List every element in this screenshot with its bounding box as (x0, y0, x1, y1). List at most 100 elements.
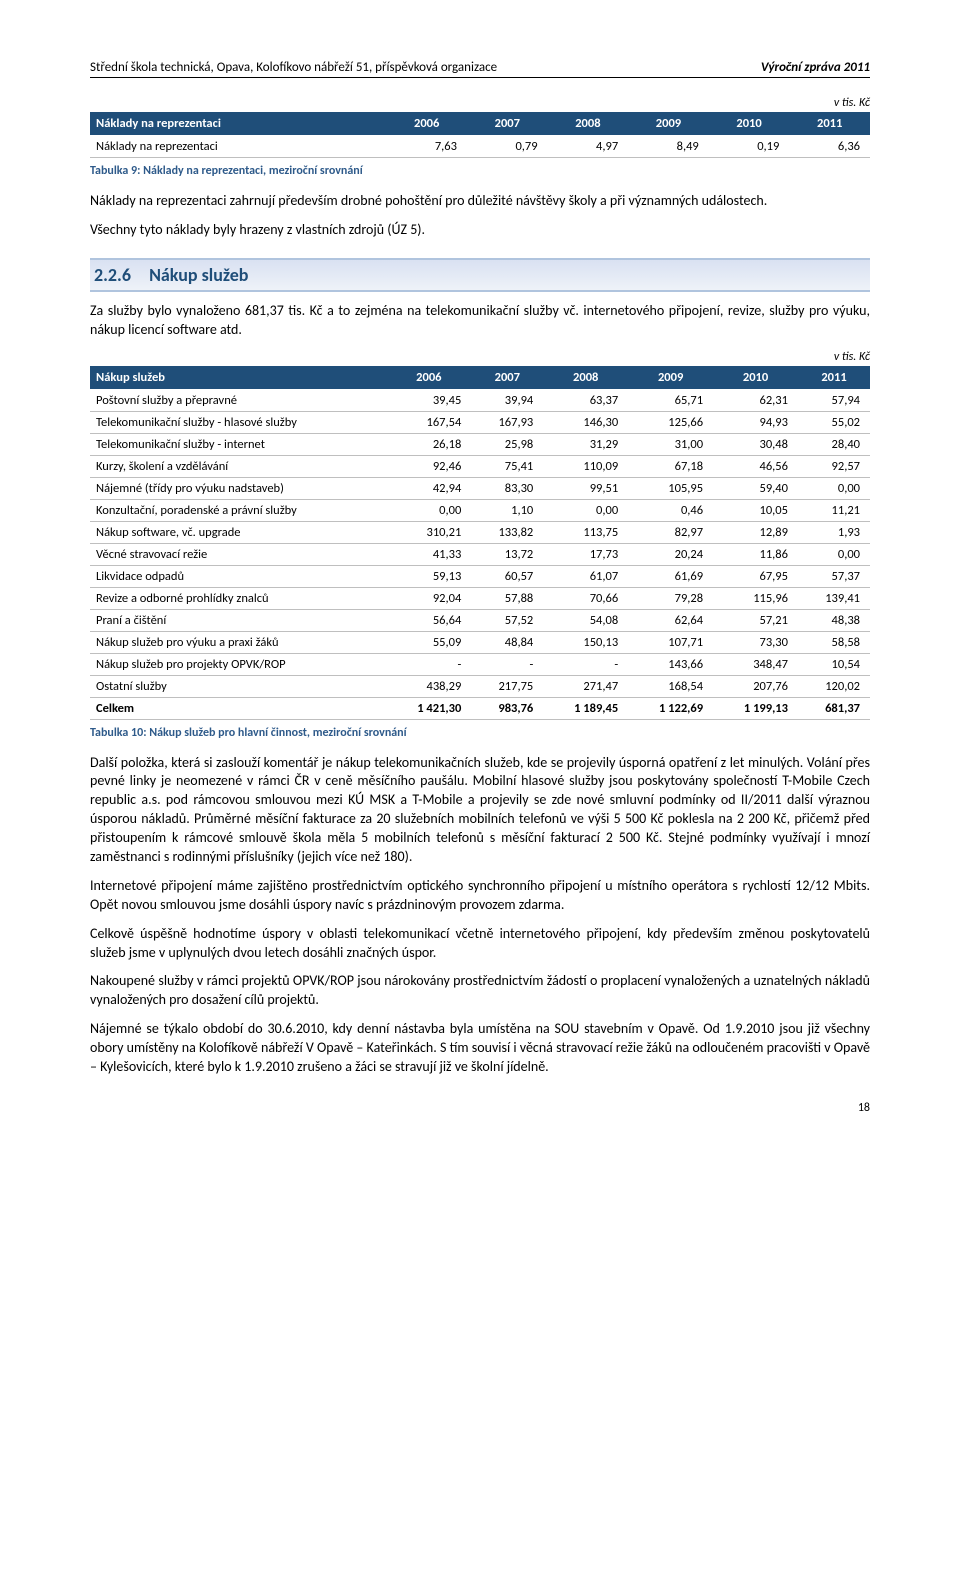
table-row: Praní a čištění56,6457,5254,0862,6457,21… (90, 609, 870, 631)
table-row: Likvidace odpadů59,1360,5761,0761,6967,9… (90, 565, 870, 587)
table-row: Náklady na reprezentaci7,630,794,978,490… (90, 136, 870, 158)
table-row: Kurzy, školení a vzdělávání92,4675,41110… (90, 455, 870, 477)
table2-year-4: 2010 (713, 366, 798, 390)
table2-year-0: 2006 (386, 366, 471, 390)
row-value: 92,46 (386, 455, 471, 477)
row-value: 217,75 (471, 675, 543, 697)
row-value: - (471, 653, 543, 675)
row-value: 1 421,30 (386, 697, 471, 719)
section-number: 2.2.6 (94, 264, 131, 286)
row-value: 30,48 (713, 433, 798, 455)
row-label: Nájemné (třídy pro výuku nadstaveb) (90, 477, 386, 499)
row-value: 62,31 (713, 389, 798, 411)
row-value: 65,71 (628, 389, 713, 411)
row-value: 107,71 (628, 631, 713, 653)
row-value: 28,40 (798, 433, 870, 455)
row-value: 26,18 (386, 433, 471, 455)
row-value: 438,29 (386, 675, 471, 697)
row-value: 1 199,13 (713, 697, 798, 719)
table-row: Nákup služeb pro projekty OPVK/ROP---143… (90, 653, 870, 675)
row-label: Likvidace odpadů (90, 565, 386, 587)
row-value: 150,13 (543, 631, 628, 653)
row-value: 1 189,45 (543, 697, 628, 719)
table1-year-5: 2011 (789, 112, 870, 136)
row-label: Telekomunikační služby - internet (90, 433, 386, 455)
table1-year-3: 2009 (628, 112, 709, 136)
row-value: 48,84 (471, 631, 543, 653)
row-value: 17,73 (543, 543, 628, 565)
row-value: 207,76 (713, 675, 798, 697)
table-nakup-sluzeb: Nákup služeb 2006 2007 2008 2009 2010 20… (90, 366, 870, 720)
row-value: 0,79 (467, 136, 548, 158)
row-value: - (386, 653, 471, 675)
row-value: 62,64 (628, 609, 713, 631)
row-value: 146,30 (543, 411, 628, 433)
row-value: 92,04 (386, 587, 471, 609)
row-value: 10,54 (798, 653, 870, 675)
row-label: Ostatní služby (90, 675, 386, 697)
table-reprezentace: Náklady na reprezentaci 2006 2007 2008 2… (90, 112, 870, 158)
row-label: Věcné stravovací režie (90, 543, 386, 565)
table1-header-label: Náklady na reprezentaci (90, 112, 386, 136)
row-label: Telekomunikační služby - hlasové služby (90, 411, 386, 433)
row-value: 681,37 (798, 697, 870, 719)
row-label: Kurzy, školení a vzdělávání (90, 455, 386, 477)
table1-year-2: 2008 (548, 112, 629, 136)
unit-label-1: v tis. Kč (90, 96, 870, 110)
row-label: Konzultační, poradenské a právní služby (90, 499, 386, 521)
row-value: 271,47 (543, 675, 628, 697)
unit-label-2: v tis. Kč (90, 350, 870, 364)
paragraph-4: Další položka, která si zaslouží komentá… (90, 754, 870, 867)
row-value: 13,72 (471, 543, 543, 565)
row-value: 99,51 (543, 477, 628, 499)
paragraph-1: Náklady na reprezentaci zahrnují předevš… (90, 192, 870, 211)
paragraph-3: Za služby bylo vynaloženo 681,37 tis. Kč… (90, 302, 870, 340)
row-value: 310,21 (386, 521, 471, 543)
document-page: Střední škola technická, Opava, Kolofíko… (0, 0, 960, 1155)
row-value: 59,13 (386, 565, 471, 587)
page-header: Střední škola technická, Opava, Kolofíko… (90, 60, 870, 78)
row-value: 70,66 (543, 587, 628, 609)
table2-year-3: 2009 (628, 366, 713, 390)
table1-year-4: 2010 (709, 112, 790, 136)
row-value: 57,21 (713, 609, 798, 631)
row-value: 56,64 (386, 609, 471, 631)
row-value: 57,52 (471, 609, 543, 631)
row-value: 0,00 (798, 543, 870, 565)
paragraph-8: Nájemné se týkalo období do 30.6.2010, k… (90, 1020, 870, 1077)
paragraph-7: Nakoupené služby v rámci projektů OPVK/R… (90, 972, 870, 1010)
row-value: 57,94 (798, 389, 870, 411)
page-number: 18 (90, 1101, 870, 1115)
row-label: Celkem (90, 697, 386, 719)
table-row: Telekomunikační služby - internet26,1825… (90, 433, 870, 455)
table-row: Celkem1 421,30983,761 189,451 122,691 19… (90, 697, 870, 719)
table1-year-0: 2006 (386, 112, 467, 136)
row-value: 31,00 (628, 433, 713, 455)
row-value: 73,30 (713, 631, 798, 653)
row-value: 110,09 (543, 455, 628, 477)
table-row: Nájemné (třídy pro výuku nadstaveb)42,94… (90, 477, 870, 499)
row-value: 1 122,69 (628, 697, 713, 719)
row-value: 57,37 (798, 565, 870, 587)
row-value: 75,41 (471, 455, 543, 477)
row-value: 133,82 (471, 521, 543, 543)
row-label: Praní a čištění (90, 609, 386, 631)
paragraph-6: Celkově úspěšně hodnotíme úspory v oblas… (90, 925, 870, 963)
table2-caption: Tabulka 10: Nákup služeb pro hlavní činn… (90, 726, 870, 740)
row-value: 92,57 (798, 455, 870, 477)
row-value: 11,86 (713, 543, 798, 565)
table-row: Revize a odborné prohlídky znalců92,0457… (90, 587, 870, 609)
table2-year-2: 2008 (543, 366, 628, 390)
header-left: Střední škola technická, Opava, Kolofíko… (90, 60, 497, 75)
row-label: Nákup služeb pro výuku a praxi žáků (90, 631, 386, 653)
row-value: 25,98 (471, 433, 543, 455)
row-label: Nákup software, vč. upgrade (90, 521, 386, 543)
section-heading: 2.2.6 Nákup služeb (90, 258, 870, 292)
row-value: 48,38 (798, 609, 870, 631)
row-value: 59,40 (713, 477, 798, 499)
table-row: Nákup software, vč. upgrade310,21133,821… (90, 521, 870, 543)
table1-caption: Tabulka 9: Náklady na reprezentaci, mezi… (90, 164, 870, 178)
row-value: 94,93 (713, 411, 798, 433)
row-value: 167,54 (386, 411, 471, 433)
table-row: Poštovní služby a přepravné39,4539,9463,… (90, 389, 870, 411)
